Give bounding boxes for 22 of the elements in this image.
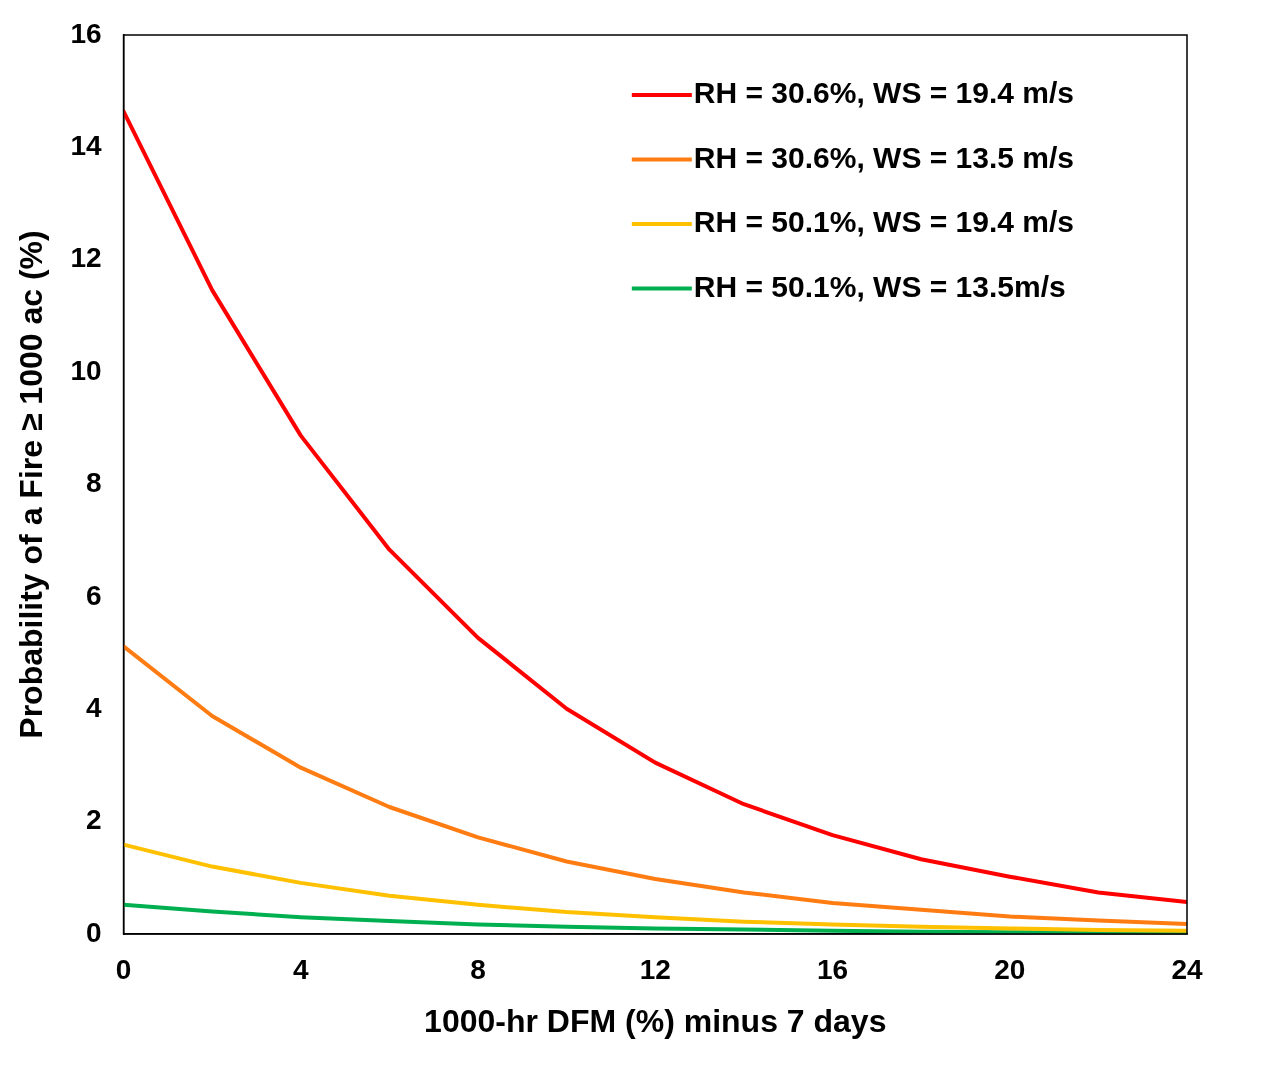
y-tick-label: 16 xyxy=(70,17,102,49)
x-tick-label: 20 xyxy=(994,953,1026,985)
y-tick-label: 4 xyxy=(85,691,102,723)
x-axis-title: 1000-hr DFM (%) minus 7 days xyxy=(424,1002,887,1039)
x-tick-label: 0 xyxy=(115,953,132,985)
y-tick-label: 2 xyxy=(85,804,102,836)
x-tick-label: 12 xyxy=(639,953,671,985)
legend-label: RH = 50.1%, WS = 19.4 m/s xyxy=(693,205,1074,239)
x-tick-label: 4 xyxy=(293,953,309,985)
legend-label: RH = 50.1%, WS = 13.5m/s xyxy=(693,269,1066,303)
y-tick-label: 6 xyxy=(85,579,102,611)
legend-label: RH = 30.6%, WS = 13.5 m/s xyxy=(693,140,1074,174)
y-tick-label: 14 xyxy=(70,130,102,162)
y-tick-label: 12 xyxy=(70,242,102,274)
x-tick-label: 8 xyxy=(470,953,486,985)
y-axis-title: Probability of a Fire ≥ 1000 ac (%) xyxy=(13,230,50,739)
legend-label: RH = 30.6%, WS = 19.4 m/s xyxy=(693,76,1074,110)
x-tick-label: 24 xyxy=(1171,953,1203,985)
y-tick-label: 8 xyxy=(85,467,102,499)
y-tick-label: 0 xyxy=(85,916,102,948)
y-tick-label: 10 xyxy=(70,354,102,386)
x-tick-label: 16 xyxy=(816,953,849,985)
